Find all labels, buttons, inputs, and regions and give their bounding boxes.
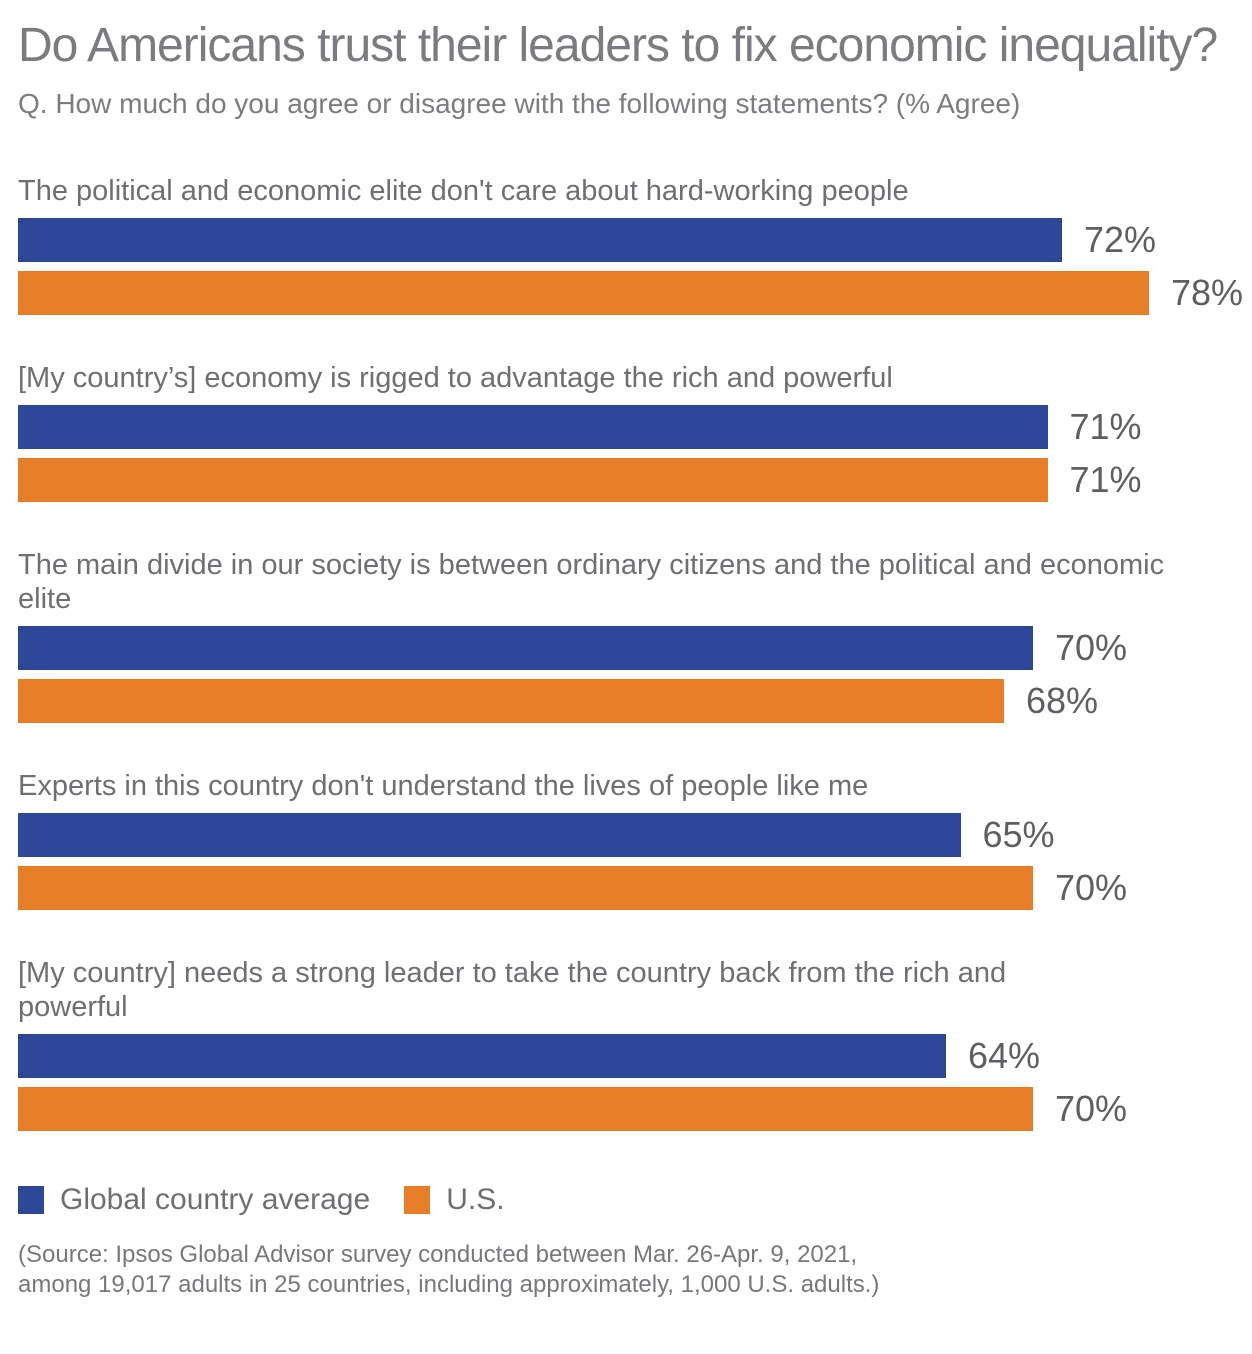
legend-item-global: Global country average: [18, 1183, 370, 1217]
bar-value-global: 65%: [982, 814, 1055, 855]
bar-global: [18, 1034, 946, 1078]
bar-value-global: 71%: [1069, 406, 1142, 447]
bar-row-global: 65%: [18, 813, 1238, 857]
bar-row-us: 68%: [18, 679, 1238, 723]
bar-us: [18, 679, 1004, 723]
source-line-2: among 19,017 adults in 25 countries, inc…: [18, 1271, 880, 1298]
bar-us: [18, 458, 1048, 502]
legend-label-global: Global country average: [60, 1183, 371, 1216]
bar-group-economy-rigged: [My country’s] economy is rigged to adva…: [18, 361, 1238, 502]
bar-row-global: 70%: [18, 626, 1238, 670]
chart-title: Do Americans trust their leaders to fix …: [18, 19, 1218, 72]
category-label: [My country] needs a strong leader to ta…: [18, 957, 1007, 1023]
bar-row-global: 71%: [18, 405, 1238, 449]
legend-swatch-global-icon: [18, 1186, 44, 1214]
category-label: The political and economic elite don't c…: [18, 175, 909, 207]
bar-us: [18, 866, 1033, 910]
bar-value-global: 70%: [1055, 627, 1128, 668]
bar-row-us: 70%: [18, 1087, 1238, 1131]
bar-group-main-divide: The main divide in our society is betwee…: [18, 548, 1238, 723]
bar-global: [18, 218, 1062, 262]
bar-group-strong-leader: [My country] needs a strong leader to ta…: [18, 956, 1238, 1131]
bar-value-us: 70%: [1055, 867, 1128, 908]
category-label: Experts in this country don't understand…: [18, 770, 869, 802]
bar-us: [18, 271, 1149, 315]
bar-row-us: 78%: [18, 271, 1243, 315]
legend: Global country average U.S.: [18, 1183, 1238, 1217]
bar-value-us: 78%: [1171, 272, 1244, 313]
bar-value-global: 64%: [968, 1035, 1041, 1076]
bar-value-us: 70%: [1055, 1088, 1128, 1129]
bar-us: [18, 1087, 1033, 1131]
bar-value-us: 68%: [1026, 680, 1099, 721]
bar-group-elite-dont-care: The political and economic elite don't c…: [18, 174, 1243, 315]
category-label: [My country’s] economy is rigged to adva…: [18, 362, 893, 394]
source-note: (Source: Ipsos Global Advisor survey con…: [18, 1240, 1018, 1300]
bar-global: [18, 813, 961, 857]
bar-chart: The political and economic elite don't c…: [18, 174, 1243, 1131]
bar-value-us: 71%: [1069, 459, 1142, 500]
bar-row-us: 71%: [18, 458, 1238, 502]
bar-group-experts-dont-understand: Experts in this country don't understand…: [18, 769, 1238, 910]
bar-row-us: 70%: [18, 866, 1238, 910]
category-label: The main divide in our society is betwee…: [18, 549, 1165, 615]
chart-subtitle: Q. How much do you agree or disagree wit…: [18, 88, 1021, 119]
legend-swatch-us-icon: [404, 1186, 431, 1214]
legend-label-us: U.S.: [446, 1183, 505, 1216]
bar-value-global: 72%: [1084, 219, 1157, 260]
bar-global: [18, 405, 1048, 449]
bar-row-global: 64%: [18, 1034, 1238, 1078]
source-line-1: (Source: Ipsos Global Advisor survey con…: [18, 1241, 858, 1268]
legend-item-us: U.S.: [404, 1183, 505, 1217]
bar-global: [18, 626, 1033, 670]
bar-row-global: 72%: [18, 218, 1238, 262]
